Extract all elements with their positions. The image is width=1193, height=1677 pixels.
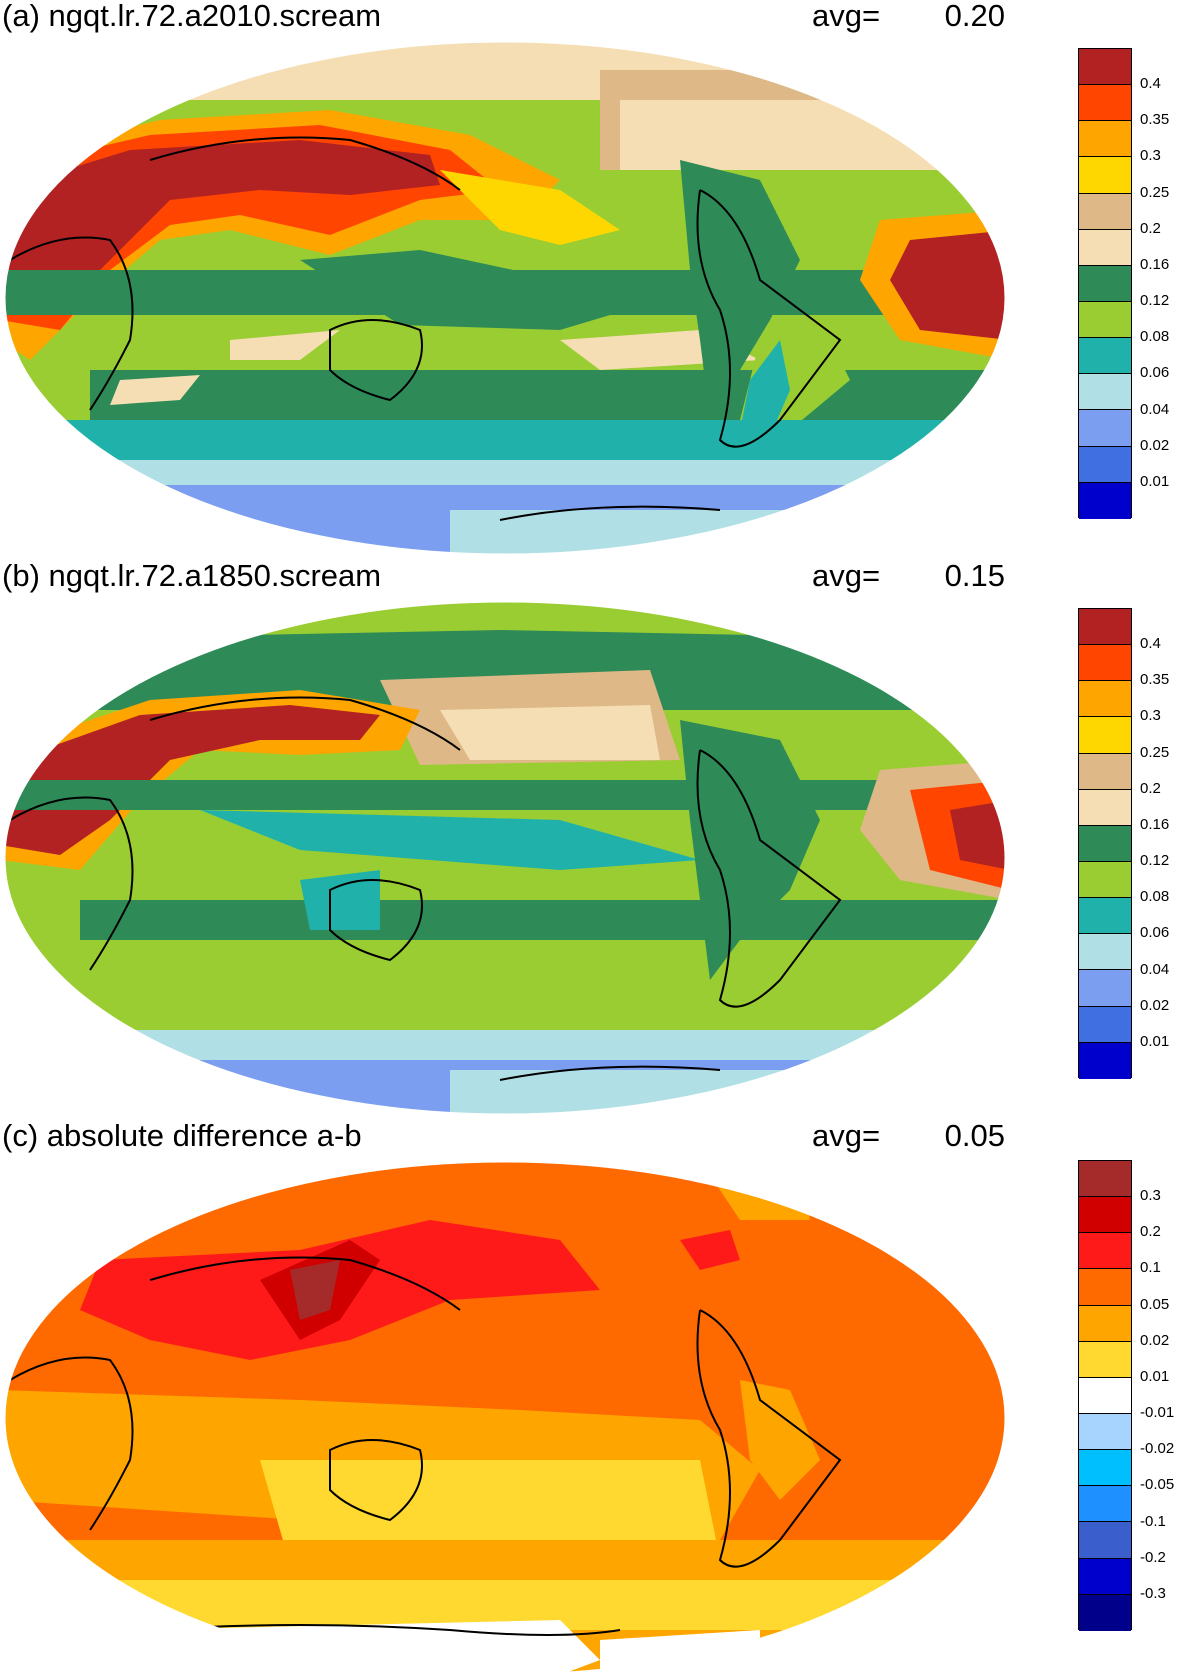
colorbar-label: 0.2 <box>1140 219 1161 237</box>
colorbar-label: 0.4 <box>1140 75 1161 93</box>
colorbar-label: -0.3 <box>1140 1584 1166 1602</box>
colorbar-swatch <box>1079 1450 1131 1487</box>
colorbar-swatch <box>1079 1042 1131 1079</box>
colorbar-swatch <box>1079 1558 1131 1595</box>
colorbar-swatch <box>1079 1269 1131 1306</box>
colorbar-swatch <box>1079 1522 1131 1559</box>
colorbar-label: 0.4 <box>1140 635 1161 653</box>
colorbar-swatch <box>1079 1233 1131 1270</box>
panel-a: (a) ngqt.lr.72.a2010.scream avg= 0.20 <box>0 0 1193 560</box>
avg-label: avg= <box>812 0 881 33</box>
colorbar-swatch <box>1079 789 1131 826</box>
colorbar-swatch <box>1079 193 1131 230</box>
colorbar-swatch <box>1079 898 1131 935</box>
colorbar-swatch <box>1079 717 1131 754</box>
avg-label: avg= <box>812 558 881 593</box>
colorbar-label: 0.12 <box>1140 292 1170 310</box>
colorbar-label: 0.08 <box>1140 328 1170 346</box>
colorbar-label: 0.04 <box>1140 400 1170 418</box>
colorbar-label: 0.04 <box>1140 960 1170 978</box>
colorbar-swatch <box>1079 1161 1131 1198</box>
colorbar-label: 0.3 <box>1140 1187 1161 1205</box>
map-plot <box>4 41 1006 555</box>
colorbar-swatch <box>1079 482 1131 519</box>
colorbar-label: 0.16 <box>1140 815 1170 833</box>
colorbar-swatch <box>1079 861 1131 899</box>
colorbar-label: 0.05 <box>1140 1295 1170 1313</box>
colorbar-label: 0.06 <box>1140 924 1170 942</box>
colorbar-label: -0.01 <box>1140 1404 1175 1422</box>
colorbar: 0.3 0.2 0.1 0.05 0.02 0.01 -0.01 -0.02 -0.05 -0.1… <box>1078 1160 1193 1631</box>
colorbar-swatch <box>1079 645 1131 682</box>
colorbar-swatch <box>1079 49 1131 86</box>
colorbar-label: 0.3 <box>1140 707 1161 725</box>
colorbar-swatch <box>1079 85 1131 122</box>
colorbar-label: -0.2 <box>1140 1548 1166 1566</box>
colorbar-label: 0.01 <box>1140 472 1170 490</box>
panel-title: (c) absolute difference a-b <box>2 1118 362 1153</box>
colorbar-swatch <box>1079 970 1131 1007</box>
map-plot <box>4 1161 1006 1675</box>
avg-value: 0.05 <box>944 1118 1005 1153</box>
colorbar-label: 0.3 <box>1140 147 1161 165</box>
avg-value: 0.15 <box>944 558 1005 593</box>
colorbar-label: -0.1 <box>1140 1512 1166 1530</box>
colorbar-swatch <box>1079 265 1131 302</box>
colorbar-swatch <box>1079 1486 1131 1523</box>
colorbar-label: 0.02 <box>1140 1331 1170 1349</box>
colorbar-label: 0.35 <box>1140 671 1170 689</box>
map-plot <box>4 601 1006 1115</box>
colorbar-swatch <box>1079 301 1131 339</box>
panel-c: (c) absolute difference a-b avg= 0.05 <box>0 1118 1193 1677</box>
colorbar-label: 0.35 <box>1140 111 1170 129</box>
colorbar-swatch <box>1079 1006 1131 1043</box>
colorbar-label: 0.16 <box>1140 255 1170 273</box>
avg-value: 0.20 <box>944 0 1005 33</box>
colorbar-label: 0.2 <box>1140 1223 1161 1241</box>
colorbar-swatch <box>1079 1305 1131 1342</box>
avg-label: avg= <box>812 1118 881 1153</box>
colorbar-label: 0.02 <box>1140 996 1170 1014</box>
colorbar: 0.4 0.35 0.3 0.25 0.2 0.16 0.12 0.08 0.06 0.04 0.0… <box>1078 608 1193 1079</box>
colorbar-swatches <box>1078 608 1132 1079</box>
colorbar-swatch <box>1079 121 1131 158</box>
colorbar-swatch <box>1079 609 1131 646</box>
colorbar: 0.4 0.35 0.3 0.25 0.2 0.16 0.12 0.08 0.06 0.04 0.0… <box>1078 48 1193 519</box>
colorbar-label: 0.1 <box>1140 1259 1161 1277</box>
colorbar-label: 0.02 <box>1140 436 1170 454</box>
colorbar-swatch <box>1079 1413 1131 1451</box>
colorbar-label: 0.01 <box>1140 1367 1170 1385</box>
colorbar-swatch <box>1079 1197 1131 1234</box>
colorbar-label: -0.02 <box>1140 1440 1175 1458</box>
panel-title: (b) ngqt.lr.72.a1850.scream <box>2 558 382 593</box>
colorbar-swatch <box>1079 446 1131 483</box>
panel-title: (a) ngqt.lr.72.a2010.scream <box>2 0 382 33</box>
colorbar-label: 0.2 <box>1140 779 1161 797</box>
colorbar-swatch <box>1079 374 1131 411</box>
colorbar-label: 0.01 <box>1140 1032 1170 1050</box>
panel-b: (b) ngqt.lr.72.a1850.scream avg= 0.15 <box>0 558 1193 1120</box>
colorbar-swatch <box>1079 1594 1131 1631</box>
colorbar-label: 0.25 <box>1140 743 1170 761</box>
colorbar-label: 0.08 <box>1140 888 1170 906</box>
colorbar-swatch <box>1079 1341 1131 1378</box>
colorbar-swatch <box>1079 681 1131 718</box>
colorbar-swatch <box>1079 1377 1131 1414</box>
colorbar-label: -0.05 <box>1140 1476 1175 1494</box>
colorbar-swatch <box>1079 410 1131 447</box>
colorbar-label: 0.06 <box>1140 364 1170 382</box>
colorbar-swatch <box>1079 825 1131 862</box>
colorbar-swatch <box>1079 753 1131 790</box>
colorbar-swatches <box>1078 48 1132 519</box>
colorbar-label: 0.25 <box>1140 183 1170 201</box>
colorbar-swatch <box>1079 338 1131 375</box>
colorbar-swatch <box>1079 934 1131 971</box>
colorbar-label: 0.12 <box>1140 852 1170 870</box>
colorbar-swatches <box>1078 1160 1132 1631</box>
colorbar-swatch <box>1079 157 1131 194</box>
colorbar-swatch <box>1079 229 1131 266</box>
